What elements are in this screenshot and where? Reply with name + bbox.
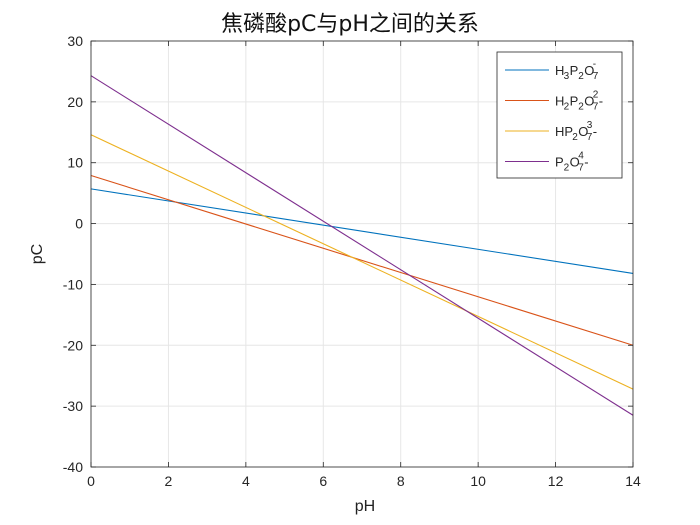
x-tick-label: 14 bbox=[625, 473, 641, 489]
legend-label-2: H2P2O72- bbox=[555, 90, 603, 113]
x-tick-label: 10 bbox=[470, 473, 486, 489]
x-axis-label: pH bbox=[354, 498, 376, 515]
legend-label-1: H3P2O7- bbox=[555, 59, 599, 82]
y-tick-label: -30 bbox=[63, 398, 83, 414]
series-line-4 bbox=[90, 75, 634, 416]
x-tick-label: 0 bbox=[87, 473, 95, 489]
y-tick-label: -20 bbox=[63, 337, 83, 353]
y-tick-label: 0 bbox=[75, 216, 83, 232]
tick-labels: 0 2 4 6 8 10 12 14 -40 -30 -20 -10 0 10 20 30 bbox=[63, 33, 641, 489]
x-tick-label: 2 bbox=[165, 473, 173, 489]
y-tick-label: 20 bbox=[67, 94, 83, 110]
legend: H3P2O7- H2P2O72- HP2O73- P2O74- bbox=[496, 51, 623, 179]
legend-label-3: HP2O73- bbox=[555, 120, 597, 143]
legend-box bbox=[496, 51, 623, 179]
y-tick-label: -10 bbox=[63, 276, 83, 292]
axes-box bbox=[90, 40, 634, 468]
series-lines bbox=[90, 75, 634, 416]
axes bbox=[90, 40, 634, 468]
legend-label-4: P2O74- bbox=[555, 151, 589, 174]
y-tick-label: 10 bbox=[67, 155, 83, 171]
x-tick-label: 8 bbox=[397, 473, 405, 489]
series-line-3 bbox=[90, 134, 634, 390]
series-line-2 bbox=[90, 174, 634, 346]
y-tick-label: 30 bbox=[67, 33, 83, 49]
x-tick-label: 12 bbox=[548, 473, 564, 489]
x-tick-label: 6 bbox=[319, 473, 327, 489]
y-tick-label: -40 bbox=[63, 459, 83, 475]
chart-title: 焦磷酸pC与pH之间的关系 bbox=[221, 12, 479, 37]
series-line-1 bbox=[90, 188, 634, 275]
x-tick-label: 4 bbox=[242, 473, 250, 489]
